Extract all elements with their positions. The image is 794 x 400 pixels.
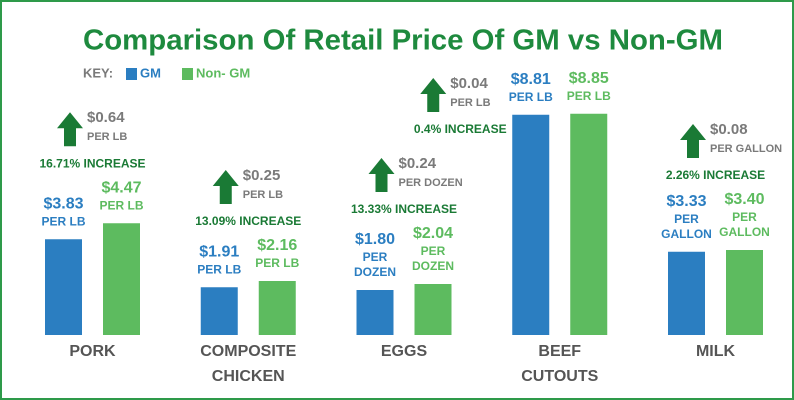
category-label: EGGS	[381, 343, 428, 360]
difference-unit: PER LB	[87, 131, 127, 143]
value-label: $4.47	[101, 179, 141, 196]
bar	[512, 114, 550, 335]
value-unit: PER LB	[197, 262, 241, 276]
value-unit: PER LB	[99, 198, 143, 212]
value-label: $8.85	[569, 70, 609, 87]
value-label: $2.16	[257, 237, 297, 254]
chart-title: Comparison Of Retail Price Of GM vs Non-…	[83, 25, 723, 57]
value-unit: DOZEN	[412, 259, 454, 273]
category-label: CHICKEN	[212, 368, 285, 385]
value-unit: GALLON	[719, 225, 770, 239]
value-label: $3.40	[724, 191, 764, 208]
bar	[103, 223, 140, 335]
bar	[414, 284, 452, 335]
legend-label: Non- GM	[196, 65, 250, 80]
legend-swatch	[126, 68, 137, 80]
difference-label: $0.24	[399, 155, 437, 172]
increase-label: 13.09% INCREASE	[195, 214, 301, 228]
value-unit: PER	[363, 250, 388, 264]
value-unit: PER	[732, 210, 757, 224]
bar	[45, 239, 82, 335]
category-label: BEEF	[538, 343, 581, 360]
difference-unit: PER GALLON	[710, 143, 782, 155]
category-label: MILK	[696, 343, 736, 360]
value-label: $1.80	[355, 231, 395, 248]
difference-unit: PER DOZEN	[399, 177, 463, 189]
difference-unit: PER LB	[450, 97, 490, 109]
key-label: KEY:	[83, 65, 113, 80]
difference-label: $0.64	[87, 109, 125, 126]
value-label: $1.91	[199, 243, 239, 260]
bar	[570, 113, 608, 335]
difference-label: $0.04	[450, 75, 488, 92]
value-unit: PER LB	[509, 90, 553, 104]
increase-arrow	[57, 112, 83, 147]
increase-label: 0.4% INCREASE	[414, 122, 507, 136]
increase-label: 16.71% INCREASE	[39, 156, 145, 170]
category-label: COMPOSITE	[200, 343, 296, 360]
legend-swatch	[182, 68, 193, 80]
bar	[668, 251, 705, 335]
increase-arrow	[212, 170, 239, 204]
category-label: PORK	[69, 343, 116, 360]
value-unit: PER	[421, 244, 446, 258]
value-label: $3.83	[43, 195, 83, 212]
bar	[726, 250, 763, 335]
value-label: $8.81	[511, 71, 551, 88]
difference-label: $0.25	[243, 167, 281, 184]
value-unit: PER LB	[255, 256, 299, 270]
category-label: CUTOUTS	[521, 368, 598, 385]
bar	[258, 281, 296, 335]
value-unit: PER LB	[567, 89, 611, 103]
increase-arrow	[680, 124, 706, 158]
value-unit: PER	[674, 212, 699, 226]
increase-label: 2.26% INCREASE	[666, 168, 765, 182]
increase-arrow	[368, 158, 395, 192]
value-label: $3.33	[666, 193, 706, 210]
value-unit: PER LB	[41, 214, 85, 228]
increase-arrow	[420, 78, 447, 112]
bar	[200, 287, 238, 335]
legend-label: GM	[140, 65, 161, 80]
bar	[356, 290, 394, 335]
value-label: $2.04	[413, 225, 453, 242]
value-unit: GALLON	[661, 227, 712, 241]
value-unit: DOZEN	[354, 265, 396, 279]
increase-label: 13.33% INCREASE	[351, 202, 457, 216]
difference-unit: PER LB	[243, 189, 283, 201]
difference-label: $0.08	[710, 121, 748, 138]
